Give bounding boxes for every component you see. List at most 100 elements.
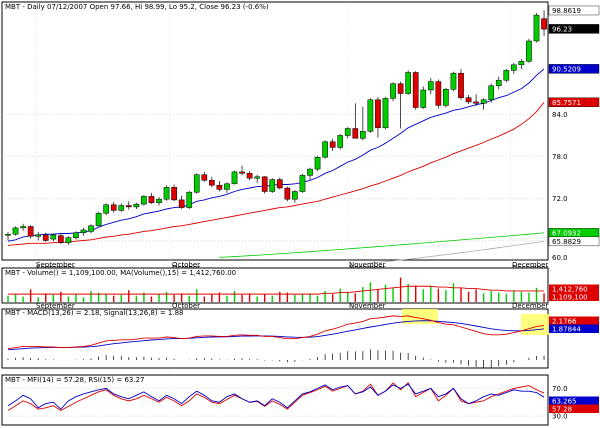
candle-body-down [352,128,359,139]
macd-box [549,316,599,325]
macd-box-label: 1.87844 [552,326,581,334]
mfi-panel: MBT - MFI(14) = 57.28, RSI(15) = 63.27 7… [1,374,599,426]
candle-body-up [382,98,389,129]
candlestick [322,140,328,159]
candle-body-up [186,191,193,208]
price-box [548,24,600,34]
candlestick [511,62,517,74]
macd-panel-title: MBT - MACD(13,26) = 2.18, Signal(13,26,8… [5,309,184,317]
month-label: December [512,302,548,310]
candle-body-down [209,180,215,186]
candlestick [276,177,283,190]
candle-body-up [495,79,502,87]
candlestick [382,97,389,130]
candlestick [224,182,230,193]
candle-body-up [511,64,517,71]
candle-body-down [42,234,49,241]
candle-body-up [20,226,26,229]
candle-body-up [80,229,87,234]
candlestick [533,13,540,43]
candlestick [390,82,396,102]
candlestick [314,155,321,172]
candle-body-up [299,175,306,192]
candlestick [50,233,57,242]
price-box [548,97,600,107]
candlestick [171,184,177,202]
candle-body-up [73,232,79,238]
candlestick [193,173,200,194]
candle-body-up [95,212,102,227]
chart-header: MBT - Daily 07/12/2007 Open 97.66, Hi 98… [5,3,269,11]
price-box-label: 98.8619 [552,7,581,15]
mfi-tick-label: 30.0 [552,413,568,421]
price-box [548,5,600,16]
candle-body-up [503,70,510,81]
candlestick [292,190,298,203]
candlestick [20,223,26,231]
candlestick [156,197,162,206]
candle-body-up [133,203,140,208]
volume-box [549,292,599,301]
candlesticks [5,10,547,245]
price-box-label: 90.5209 [552,65,581,73]
candlestick [133,202,140,209]
candle-body-up [314,156,321,170]
mfi-gridlines [2,388,548,417]
candle-body-down [329,141,336,148]
candle-body-down [110,204,117,211]
candle-body-down [239,171,245,174]
macd-box [549,324,599,333]
candlestick [503,69,510,83]
volume-average-line [8,285,545,295]
volume-panel: MBT - Volume() = 1,109,100.00, MA(Volume… [1,267,599,304]
macd-signal-line [7,320,545,351]
candle-body-down [412,72,419,108]
price-box [548,64,600,74]
candle-body-down [27,226,34,237]
candle-body-down [171,187,177,201]
candle-body-down [261,176,268,192]
candlestick [254,174,261,184]
volume-box-label: 1,109,100 [552,294,588,302]
month-label: November [349,302,386,310]
candle-body-up [405,72,411,94]
candlestick [360,106,366,141]
candlestick [299,174,306,193]
candlestick [186,190,193,209]
candle-body-up [12,227,19,235]
candle-body-up [156,198,162,203]
candlestick [284,186,291,202]
mfi-panel-title: MBT - MFI(14) = 57.28, RSI(15) = 63.27 [5,376,145,384]
price-box-label: 65.8829 [552,238,581,246]
candlestick [420,86,427,109]
candlestick [58,233,64,244]
volume-box [549,284,599,293]
price-gridlines [2,2,548,425]
volume-panel-title: MBT - Volume() = 1,109,100.00, MA(Volume… [5,269,236,277]
price-series [7,68,545,264]
candlestick [367,98,374,133]
candle-body-up [390,83,396,99]
candlestick [178,195,185,209]
candlestick [148,192,155,205]
candle-body-up [50,234,57,240]
candlestick [329,139,336,151]
price-box-label: 67.0932 [552,229,581,237]
candlestick [495,76,502,90]
volume-panel-frame [1,267,549,304]
mfi-box [549,404,599,413]
month-label: September [36,302,75,310]
candle-body-up [344,128,351,136]
candle-body-up [322,141,328,158]
candlestick [526,38,532,63]
candlestick [337,134,344,150]
candle-body-up [254,176,261,179]
candlestick [450,71,457,92]
candlestick [42,232,49,242]
candlestick [163,185,170,201]
candle-body-up [224,183,230,190]
